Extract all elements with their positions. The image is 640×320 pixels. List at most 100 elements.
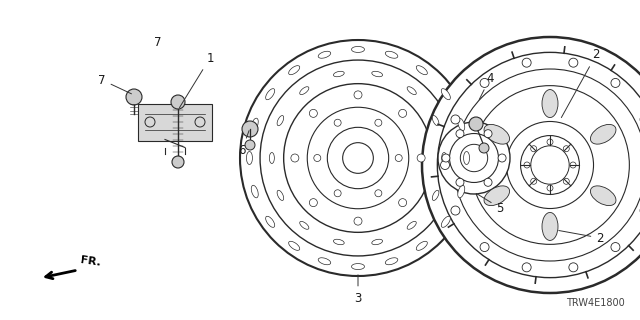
Circle shape bbox=[451, 206, 460, 215]
Circle shape bbox=[334, 190, 341, 197]
Ellipse shape bbox=[385, 51, 398, 58]
Ellipse shape bbox=[458, 185, 465, 198]
Circle shape bbox=[469, 117, 483, 131]
Circle shape bbox=[242, 121, 258, 137]
Ellipse shape bbox=[318, 258, 331, 265]
Text: TRW4E1800: TRW4E1800 bbox=[566, 298, 625, 308]
Circle shape bbox=[531, 146, 537, 152]
Ellipse shape bbox=[252, 118, 259, 131]
Ellipse shape bbox=[372, 239, 383, 245]
Ellipse shape bbox=[433, 190, 439, 200]
Circle shape bbox=[451, 115, 460, 124]
Circle shape bbox=[245, 140, 255, 150]
Ellipse shape bbox=[484, 186, 509, 205]
Ellipse shape bbox=[458, 118, 465, 131]
Ellipse shape bbox=[300, 87, 309, 95]
Circle shape bbox=[524, 162, 530, 168]
Ellipse shape bbox=[266, 216, 275, 227]
Circle shape bbox=[522, 58, 531, 67]
Circle shape bbox=[126, 89, 142, 105]
Text: FR.: FR. bbox=[80, 255, 102, 268]
Ellipse shape bbox=[442, 89, 451, 100]
Ellipse shape bbox=[407, 221, 416, 229]
Circle shape bbox=[456, 130, 464, 138]
Ellipse shape bbox=[542, 90, 558, 117]
Text: 2: 2 bbox=[559, 230, 604, 244]
Circle shape bbox=[354, 91, 362, 99]
Circle shape bbox=[484, 130, 492, 138]
Circle shape bbox=[480, 78, 489, 87]
Ellipse shape bbox=[351, 46, 365, 52]
Ellipse shape bbox=[333, 239, 344, 245]
Text: 6: 6 bbox=[238, 131, 249, 156]
Circle shape bbox=[417, 154, 425, 162]
Ellipse shape bbox=[372, 71, 383, 77]
Circle shape bbox=[480, 243, 489, 252]
Ellipse shape bbox=[416, 241, 428, 250]
Circle shape bbox=[547, 139, 553, 145]
Circle shape bbox=[309, 109, 317, 117]
Circle shape bbox=[611, 243, 620, 252]
Circle shape bbox=[422, 37, 640, 293]
Text: 5: 5 bbox=[476, 194, 504, 214]
Circle shape bbox=[484, 178, 492, 186]
Circle shape bbox=[171, 95, 185, 109]
Circle shape bbox=[314, 155, 321, 162]
Circle shape bbox=[309, 199, 317, 207]
Ellipse shape bbox=[407, 87, 416, 95]
Ellipse shape bbox=[416, 66, 428, 75]
Circle shape bbox=[479, 143, 489, 153]
Circle shape bbox=[375, 190, 382, 197]
Ellipse shape bbox=[463, 151, 470, 164]
Circle shape bbox=[375, 119, 382, 126]
Circle shape bbox=[399, 199, 406, 207]
Ellipse shape bbox=[269, 153, 275, 164]
Ellipse shape bbox=[289, 241, 300, 250]
Circle shape bbox=[531, 178, 537, 184]
Ellipse shape bbox=[252, 185, 259, 198]
Ellipse shape bbox=[591, 186, 616, 205]
Text: 1: 1 bbox=[179, 52, 214, 108]
Circle shape bbox=[172, 156, 184, 168]
Circle shape bbox=[399, 109, 406, 117]
Text: 7: 7 bbox=[154, 36, 162, 49]
Circle shape bbox=[570, 162, 576, 168]
FancyBboxPatch shape bbox=[138, 103, 212, 140]
Ellipse shape bbox=[442, 153, 447, 164]
Circle shape bbox=[396, 155, 402, 162]
Circle shape bbox=[611, 78, 620, 87]
Ellipse shape bbox=[300, 221, 309, 229]
Circle shape bbox=[522, 263, 531, 272]
Text: 3: 3 bbox=[355, 275, 362, 305]
Ellipse shape bbox=[442, 216, 451, 227]
Ellipse shape bbox=[433, 116, 439, 126]
Ellipse shape bbox=[277, 116, 284, 126]
Text: 4: 4 bbox=[479, 71, 493, 100]
Circle shape bbox=[440, 161, 449, 170]
Circle shape bbox=[354, 217, 362, 225]
Ellipse shape bbox=[591, 124, 616, 144]
Circle shape bbox=[438, 122, 510, 194]
Ellipse shape bbox=[351, 264, 365, 269]
Ellipse shape bbox=[289, 66, 300, 75]
Circle shape bbox=[442, 154, 450, 162]
Circle shape bbox=[334, 119, 341, 126]
Circle shape bbox=[291, 154, 299, 162]
Text: 2: 2 bbox=[561, 49, 600, 117]
Ellipse shape bbox=[266, 89, 275, 100]
Circle shape bbox=[563, 146, 570, 152]
Ellipse shape bbox=[333, 71, 344, 77]
Ellipse shape bbox=[246, 151, 252, 164]
Ellipse shape bbox=[277, 190, 284, 200]
Circle shape bbox=[563, 178, 570, 184]
Circle shape bbox=[498, 154, 506, 162]
Text: 7: 7 bbox=[99, 74, 131, 94]
Circle shape bbox=[456, 178, 464, 186]
Circle shape bbox=[547, 185, 553, 191]
Ellipse shape bbox=[484, 124, 509, 144]
Ellipse shape bbox=[385, 258, 398, 265]
Circle shape bbox=[569, 58, 578, 67]
Circle shape bbox=[569, 263, 578, 272]
Circle shape bbox=[240, 40, 476, 276]
Ellipse shape bbox=[318, 51, 331, 58]
